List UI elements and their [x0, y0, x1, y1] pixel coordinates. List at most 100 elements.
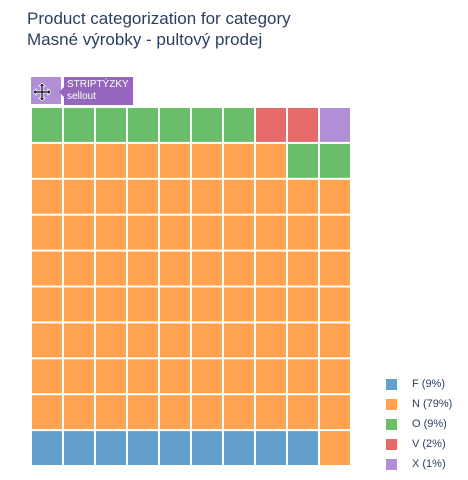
waffle-cell-n[interactable] — [320, 215, 350, 250]
waffle-cell-n[interactable] — [256, 215, 286, 250]
waffle-cell-n[interactable] — [320, 179, 350, 214]
waffle-cell-v[interactable] — [288, 108, 318, 142]
waffle-cell-n[interactable] — [128, 395, 158, 430]
waffle-cell-n[interactable] — [160, 215, 190, 250]
waffle-cell-n[interactable] — [256, 395, 286, 430]
waffle-cell-o[interactable] — [32, 108, 62, 142]
waffle-cell-n[interactable] — [224, 179, 254, 214]
waffle-cell-n[interactable] — [320, 251, 350, 286]
waffle-cell-n[interactable] — [160, 323, 190, 358]
waffle-cell-n[interactable] — [160, 251, 190, 286]
waffle-cell-n[interactable] — [192, 215, 222, 250]
waffle-cell-n[interactable] — [256, 251, 286, 286]
waffle-cell-n[interactable] — [256, 143, 286, 178]
waffle-cell-n[interactable] — [64, 179, 94, 214]
waffle-cell-f[interactable] — [64, 431, 94, 465]
waffle-cell-n[interactable] — [32, 323, 62, 358]
waffle-cell-n[interactable] — [96, 323, 126, 358]
waffle-cell-n[interactable] — [160, 359, 190, 394]
waffle-cell-f[interactable] — [288, 431, 318, 465]
waffle-cell-f[interactable] — [224, 431, 254, 465]
waffle-cell-n[interactable] — [128, 143, 158, 178]
waffle-cell-n[interactable] — [32, 287, 62, 322]
waffle-cell-n[interactable] — [288, 179, 318, 214]
legend-item[interactable]: X (1%) — [386, 454, 452, 474]
waffle-cell-n[interactable] — [64, 323, 94, 358]
waffle-cell-n[interactable] — [96, 215, 126, 250]
waffle-cell-n[interactable] — [160, 395, 190, 430]
waffle-cell-n[interactable] — [32, 395, 62, 430]
waffle-cell-n[interactable] — [32, 359, 62, 394]
legend-item[interactable]: F (9%) — [386, 374, 452, 394]
waffle-cell-n[interactable] — [32, 251, 62, 286]
waffle-cell-n[interactable] — [32, 179, 62, 214]
waffle-cell-n[interactable] — [128, 251, 158, 286]
waffle-cell-o[interactable] — [160, 108, 190, 142]
waffle-cell-n[interactable] — [224, 251, 254, 286]
waffle-cell-x[interactable] — [320, 108, 350, 142]
waffle-cell-n[interactable] — [288, 287, 318, 322]
legend-item[interactable]: N (79%) — [386, 394, 452, 414]
waffle-cell-n[interactable] — [224, 143, 254, 178]
waffle-cell-n[interactable] — [32, 215, 62, 250]
waffle-cell-n[interactable] — [32, 143, 62, 178]
waffle-cell-n[interactable] — [160, 287, 190, 322]
waffle-cell-n[interactable] — [224, 323, 254, 358]
waffle-cell-n[interactable] — [96, 395, 126, 430]
waffle-cell-n[interactable] — [288, 395, 318, 430]
waffle-cell-o[interactable] — [128, 108, 158, 142]
waffle-cell-o[interactable] — [288, 143, 318, 178]
waffle-cell-n[interactable] — [224, 215, 254, 250]
waffle-cell-n[interactable] — [224, 395, 254, 430]
waffle-cell-f[interactable] — [192, 431, 222, 465]
waffle-cell-o[interactable] — [192, 108, 222, 142]
waffle-cell-o[interactable] — [96, 108, 126, 142]
waffle-cell-o[interactable] — [224, 108, 254, 142]
waffle-cell-n[interactable] — [256, 179, 286, 214]
waffle-cell-n[interactable] — [320, 287, 350, 322]
waffle-cell-n[interactable] — [160, 179, 190, 214]
waffle-cell-n[interactable] — [256, 359, 286, 394]
waffle-cell-n[interactable] — [64, 359, 94, 394]
waffle-cell-n[interactable] — [320, 431, 350, 465]
waffle-cell-v[interactable] — [256, 108, 286, 142]
waffle-cell-n[interactable] — [128, 359, 158, 394]
waffle-cell-n[interactable] — [192, 287, 222, 322]
waffle-cell-n[interactable] — [320, 395, 350, 430]
waffle-cell-n[interactable] — [192, 323, 222, 358]
waffle-cell-n[interactable] — [192, 179, 222, 214]
waffle-cell-n[interactable] — [64, 251, 94, 286]
waffle-cell-o[interactable] — [320, 143, 350, 178]
waffle-cell-n[interactable] — [320, 359, 350, 394]
waffle-cell-n[interactable] — [192, 359, 222, 394]
waffle-cell-n[interactable] — [64, 395, 94, 430]
waffle-cell-n[interactable] — [192, 395, 222, 430]
waffle-cell-n[interactable] — [192, 251, 222, 286]
waffle-cell-f[interactable] — [96, 431, 126, 465]
waffle-cell-n[interactable] — [256, 323, 286, 358]
waffle-cell-n[interactable] — [64, 143, 94, 178]
waffle-cell-n[interactable] — [128, 287, 158, 322]
waffle-cell-n[interactable] — [64, 215, 94, 250]
waffle-cell-n[interactable] — [192, 143, 222, 178]
waffle-cell-n[interactable] — [96, 359, 126, 394]
waffle-cell-n[interactable] — [224, 359, 254, 394]
waffle-cell-n[interactable] — [96, 179, 126, 214]
waffle-cell-n[interactable] — [288, 215, 318, 250]
waffle-cell-f[interactable] — [128, 431, 158, 465]
legend-item[interactable]: V (2%) — [386, 434, 452, 454]
waffle-cell-n[interactable] — [64, 287, 94, 322]
waffle-cell-n[interactable] — [128, 179, 158, 214]
waffle-cell-f[interactable] — [32, 431, 62, 465]
waffle-cell-n[interactable] — [288, 359, 318, 394]
waffle-cell-f[interactable] — [160, 431, 190, 465]
waffle-cell-n[interactable] — [320, 323, 350, 358]
waffle-cell-o[interactable] — [64, 108, 94, 142]
waffle-cell-n[interactable] — [288, 323, 318, 358]
waffle-cell-n[interactable] — [96, 251, 126, 286]
waffle-cell-f[interactable] — [256, 431, 286, 465]
waffle-cell-n[interactable] — [96, 143, 126, 178]
waffle-cell-n[interactable] — [256, 287, 286, 322]
waffle-cell-n[interactable] — [288, 251, 318, 286]
waffle-cell-n[interactable] — [128, 323, 158, 358]
